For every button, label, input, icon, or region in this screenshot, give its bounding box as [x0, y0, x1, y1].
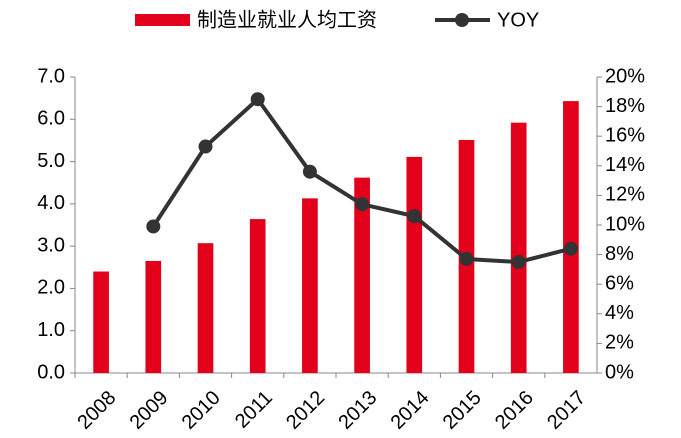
x-tick-label: 2013	[334, 387, 381, 434]
y2-tick-label: 12%	[605, 184, 645, 206]
x-tick-label: 2014	[387, 387, 434, 434]
y-tick-label: 3.0	[37, 234, 65, 256]
line-marker	[407, 209, 422, 224]
y-tick-label: 6.0	[37, 108, 65, 130]
line-marker	[302, 164, 317, 179]
bar	[249, 219, 266, 373]
x-tick-label: 2016	[491, 387, 538, 434]
y-tick-label: 7.0	[37, 65, 65, 87]
bar	[145, 260, 162, 373]
x-tick-label: 2008	[73, 387, 120, 434]
x-tick-label: 2012	[282, 387, 329, 434]
x-tick-label: 2010	[178, 387, 225, 434]
y-tick-label: 0.0	[37, 361, 65, 383]
legend-swatch	[135, 14, 190, 26]
bar	[563, 101, 579, 374]
bar	[93, 271, 109, 373]
y2-tick-label: 0%	[605, 361, 634, 383]
x-tick-label: 2017	[543, 387, 590, 434]
y2-tick-label: 14%	[605, 154, 645, 176]
y2-tick-label: 8%	[605, 243, 634, 265]
bar	[302, 198, 318, 373]
line-marker	[563, 241, 578, 256]
y2-tick-label: 4%	[605, 302, 634, 324]
y-tick-label: 2.0	[37, 277, 65, 299]
bar	[406, 156, 423, 373]
bar	[197, 243, 214, 373]
bar	[354, 177, 370, 373]
y2-tick-label: 20%	[605, 65, 645, 87]
y-tick-label: 4.0	[37, 192, 65, 214]
x-tick-label: 2009	[126, 387, 173, 434]
y2-tick-label: 10%	[605, 213, 645, 235]
y2-tick-label: 6%	[605, 272, 634, 294]
y2-tick-label: 18%	[605, 95, 645, 117]
line-marker	[511, 255, 526, 269]
line-marker	[355, 197, 370, 212]
line-marker	[250, 92, 265, 107]
line-marker	[198, 139, 213, 154]
x-tick-label: 2015	[439, 387, 486, 434]
y-tick-label: 5.0	[37, 150, 65, 172]
x-tick-label: 2011	[231, 387, 277, 433]
legend-marker	[455, 13, 469, 27]
y-tick-label: 1.0	[37, 319, 65, 341]
line-marker	[146, 219, 161, 234]
y2-tick-label: 2%	[605, 332, 634, 354]
y2-tick-label: 16%	[605, 124, 645, 146]
legend-label: 制造业就业人均工资	[197, 8, 377, 31]
legend-label: YOY	[497, 9, 539, 31]
line-marker	[459, 252, 474, 267]
bar	[510, 122, 527, 373]
